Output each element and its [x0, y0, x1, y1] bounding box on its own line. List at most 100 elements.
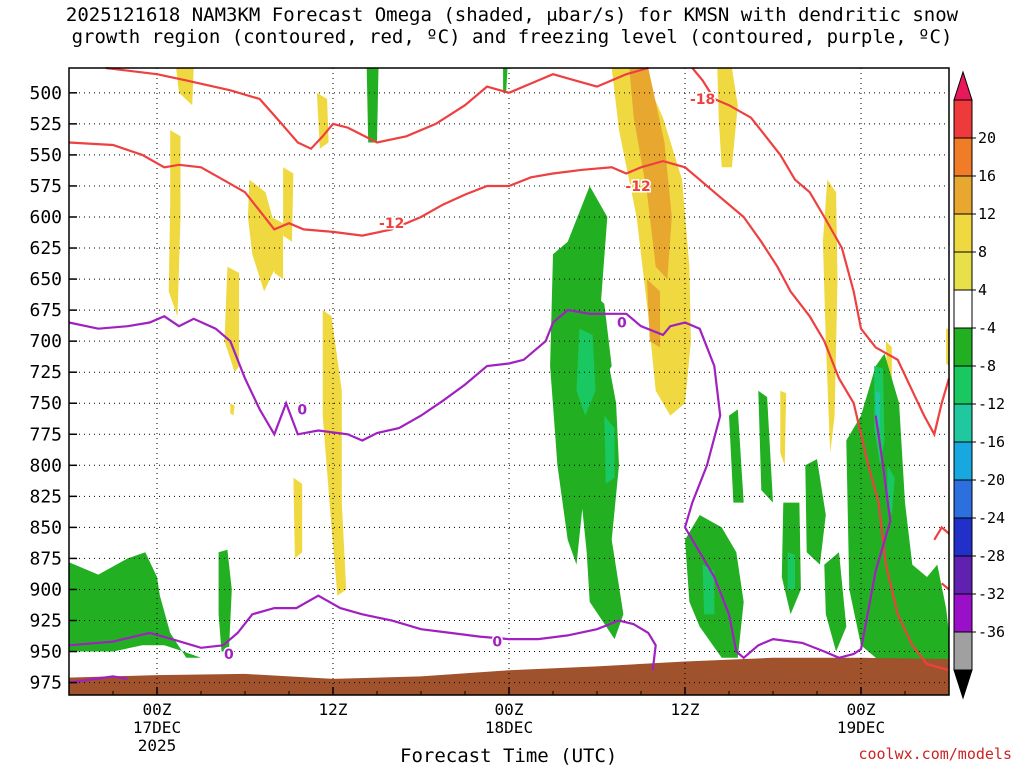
colorbar-band — [953, 479, 973, 519]
omega-region — [168, 130, 181, 317]
omega-region — [758, 390, 773, 503]
y-tick-label: 550 — [29, 145, 62, 166]
x-axis-label: Forecast Time (UTC) — [400, 745, 618, 767]
omega-region — [824, 552, 847, 652]
contour-lines: -18 -12 -12 0 0 0 0 — [68, 66, 951, 684]
contour-label: 0 — [617, 316, 627, 332]
y-tick-label: 950 — [29, 642, 62, 663]
omega-region — [550, 186, 624, 640]
omega-region — [717, 68, 738, 168]
omega-region — [576, 328, 596, 416]
y-tick-label: 875 — [29, 548, 62, 569]
title-line-2: growth region (contoured, red, ºC) and f… — [71, 26, 953, 48]
colorbar-band — [953, 441, 973, 481]
y-tick-label: 625 — [29, 238, 62, 259]
colorbar-label: -12 — [978, 395, 1005, 413]
omega-region — [247, 179, 276, 292]
contour-label: -18 — [690, 92, 715, 108]
isotherm-line — [68, 141, 950, 672]
omega-region — [604, 415, 615, 484]
y-tick-label: 500 — [29, 83, 62, 104]
colorbar-band — [953, 365, 973, 405]
colorbar-label: -20 — [978, 471, 1005, 489]
omega-region — [887, 465, 895, 515]
omega-region — [702, 564, 715, 615]
isotherm-line — [105, 66, 649, 151]
y-tick-label: 650 — [29, 269, 62, 290]
omega-region — [846, 353, 949, 683]
y-tick-label: 975 — [29, 673, 62, 694]
colorbar-label: -4 — [978, 319, 996, 337]
plot-frame — [68, 67, 950, 696]
colorbar-band — [953, 251, 973, 291]
contour-label: 0 — [492, 635, 502, 651]
y-tick-label: 675 — [29, 300, 62, 321]
colorbar-band — [953, 631, 973, 671]
chart-title: 2025121618 NAM3KM Forecast Omega (shaded… — [0, 4, 1024, 48]
omega-region — [316, 92, 329, 149]
grid-lines — [69, 68, 949, 695]
isotherm-line — [940, 582, 950, 591]
x-tick-label: 2025 — [138, 736, 177, 755]
colorbar-band — [953, 99, 973, 139]
contour-label: 0 — [224, 647, 234, 663]
colorbar-label: 8 — [978, 243, 987, 261]
omega-region — [271, 217, 284, 280]
colorbar-label: -28 — [978, 547, 1005, 565]
omega-region — [322, 310, 347, 596]
contour-label: -12 — [625, 179, 650, 195]
omega-region — [805, 459, 826, 565]
omega-region — [629, 68, 672, 280]
y-axis: 500 525 550 575 600 625 650 675 700 725 750 775 800 8… — [29, 83, 77, 694]
colorbar: 20 16 12 8 4 -4 -8 -12 -16 -20 -24 -28 -32 -36 — [953, 70, 1005, 700]
omega-region — [218, 549, 232, 652]
terrain-fill — [69, 657, 949, 695]
colorbar-band — [953, 137, 973, 177]
y-tick-label: 700 — [29, 331, 62, 352]
y-tick-label: 825 — [29, 486, 62, 507]
colorbar-band — [953, 517, 973, 557]
omega-shading — [69, 68, 949, 683]
x-tick-label: 00Z — [495, 700, 524, 719]
terrain-layer — [69, 657, 949, 695]
x-tick-label: 17DEC — [133, 718, 181, 737]
credit-link[interactable]: coolwx.com/models — [858, 745, 1012, 763]
freezing-line — [68, 675, 128, 684]
y-tick-label: 800 — [29, 455, 62, 476]
colorbar-band — [953, 213, 973, 253]
x-tick-label: 12Z — [671, 700, 700, 719]
colorbar-label: 12 — [978, 205, 996, 223]
colorbar-band — [953, 327, 973, 367]
x-tick-label: 18DEC — [485, 718, 533, 737]
omega-region — [729, 409, 744, 503]
colorbar-bottom-arrow — [953, 669, 973, 700]
omega-region — [293, 477, 303, 559]
omega-region — [611, 68, 691, 416]
y-tick-label: 525 — [29, 114, 62, 135]
colorbar-label: 4 — [978, 281, 987, 299]
y-tick-label: 775 — [29, 424, 62, 445]
isotherm-line — [691, 67, 951, 438]
omega-region — [685, 515, 744, 658]
colorbar-label: 16 — [978, 167, 996, 185]
colorbar-label: 20 — [978, 129, 996, 147]
colorbar-band — [953, 175, 973, 215]
y-tick-label: 925 — [29, 611, 62, 632]
x-tick-label: 00Z — [143, 700, 172, 719]
colorbar-band — [953, 555, 973, 595]
colorbar-label: -24 — [978, 509, 1005, 527]
contour-label: -12 — [379, 216, 404, 232]
y-tick-label: 575 — [29, 176, 62, 197]
title-line-1: 2025121618 NAM3KM Forecast Omega (shaded… — [65, 4, 959, 26]
y-tick-label: 750 — [29, 393, 62, 414]
omega-region — [822, 179, 838, 453]
omega-region — [591, 291, 612, 391]
omega-region — [503, 68, 508, 93]
colorbar-label: -16 — [978, 433, 1005, 451]
omega-region — [787, 552, 795, 590]
freezing-line — [68, 308, 892, 660]
omega-region — [224, 266, 240, 373]
colorbar-label: -32 — [978, 585, 1005, 603]
colorbar-band — [953, 593, 973, 633]
y-tick-label: 600 — [29, 207, 62, 228]
